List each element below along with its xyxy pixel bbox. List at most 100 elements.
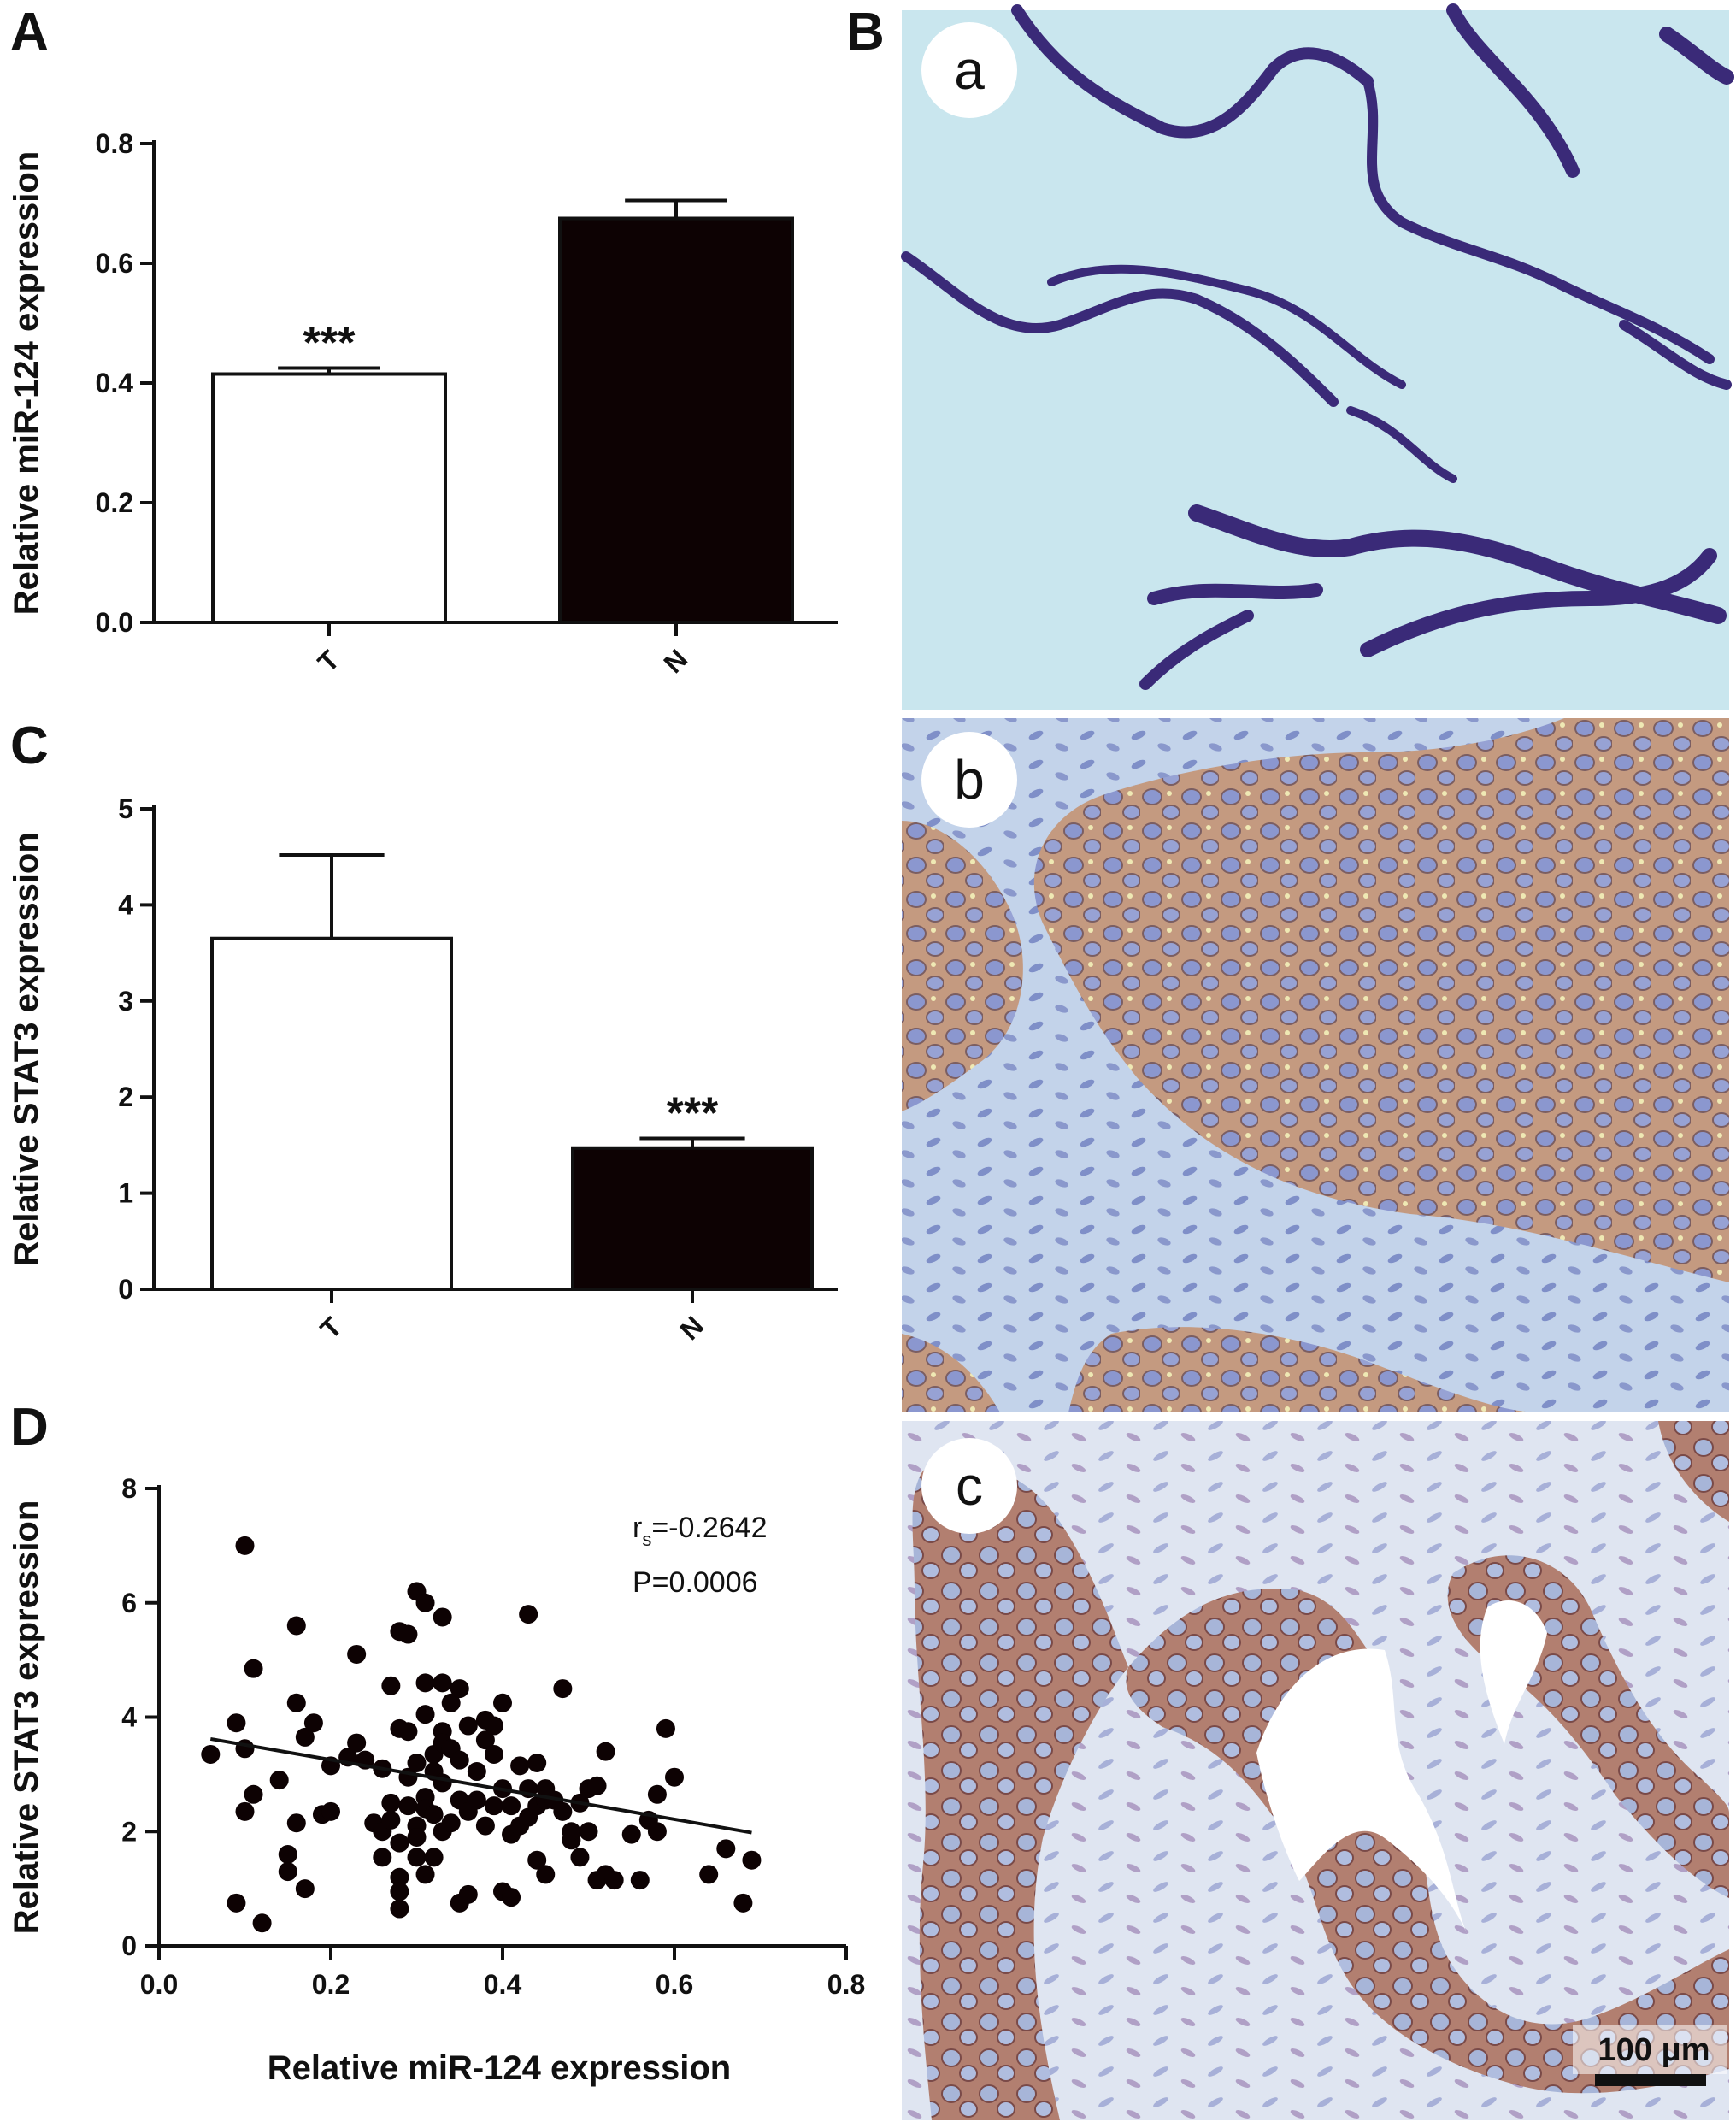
scatter-point	[407, 1848, 427, 1867]
scatter-point	[390, 1833, 409, 1853]
x-tick-label: T	[312, 644, 346, 678]
micrograph-b: b	[902, 718, 1729, 1412]
y-tick-label: 0	[118, 1274, 133, 1305]
bar-n	[558, 216, 794, 624]
micrograph-c-label-circle	[921, 1438, 1017, 1534]
micrograph-b-tumor-lower	[1068, 1327, 1539, 1412]
correlation-subscript: s	[642, 1529, 651, 1550]
correlation-value: =-0.2642	[651, 1512, 767, 1544]
scatter-point	[630, 1871, 650, 1890]
scatter-point	[295, 1879, 315, 1899]
scatter-point	[579, 1822, 598, 1842]
scatter-point	[553, 1801, 573, 1821]
scatter-point	[484, 1716, 503, 1736]
scatter-point	[415, 1593, 435, 1612]
scatter-point	[475, 1816, 495, 1836]
significance-marker: ***	[303, 319, 356, 368]
scatter-point	[415, 1705, 435, 1724]
y-tick-label: 4	[121, 1702, 137, 1733]
y-tick-label: 5	[118, 793, 133, 824]
scatter-point	[381, 1676, 401, 1695]
scatter-point	[269, 1771, 289, 1790]
scatter-point	[493, 1693, 512, 1712]
scatter-point	[433, 1607, 452, 1627]
x-tick-label: 0.8	[827, 1969, 865, 2000]
scatter-point	[295, 1727, 315, 1747]
scale-bar-backdrop	[1573, 2025, 1727, 2074]
scatter-point	[347, 1644, 367, 1664]
bar-t	[211, 372, 447, 624]
x-tick-label: 0.6	[656, 1969, 693, 2000]
scatter-point	[527, 1754, 547, 1772]
micrograph-c-tumor-left	[912, 1464, 1128, 2120]
correlation-symbol: r	[633, 1512, 642, 1544]
y-axis-title: Relative STAT3 expression	[8, 832, 45, 1266]
scatter-point	[450, 1750, 469, 1770]
scatter-point	[286, 1616, 306, 1636]
x-tick-label: T	[315, 1311, 349, 1345]
micrograph-a-tissue-strands	[901, 3, 1734, 690]
scatter-point	[424, 1805, 444, 1824]
scatter-point	[398, 1722, 418, 1742]
scatter-point	[699, 1865, 719, 1884]
significance-marker: ***	[667, 1089, 719, 1139]
scatter-point	[278, 1862, 297, 1882]
scatter-point	[647, 1822, 667, 1842]
scatter-point	[458, 1716, 478, 1736]
micrograph-b-label-circle	[921, 732, 1017, 828]
micrograph-c-lumen	[1256, 1648, 1470, 1941]
y-tick-label: 2	[121, 1816, 137, 1847]
scale-bar-label: 100 μm	[1598, 2032, 1710, 2068]
scatter-point	[562, 1822, 581, 1842]
scatter-point	[502, 1796, 521, 1816]
micrograph-c-label: c	[956, 1455, 983, 1517]
scatter-point	[347, 1733, 367, 1753]
panel-letter-a: A	[10, 3, 49, 62]
scatter-point	[716, 1839, 736, 1859]
scatter-point	[458, 1884, 478, 1904]
scale-bar	[1595, 2074, 1706, 2086]
scatter-point	[621, 1824, 641, 1844]
x-axis-title: Relative miR-124 expression	[268, 2049, 731, 2087]
scatter-point	[381, 1810, 401, 1830]
micrograph-b-tumor-bottom-left	[902, 1334, 1000, 1412]
y-tick-label: 0.8	[96, 128, 133, 159]
micrograph-a: a	[901, 3, 1734, 710]
scatter-point	[244, 1659, 263, 1678]
micrograph-c: c 100 μm	[902, 1421, 1729, 2120]
scatter-point	[450, 1679, 469, 1699]
scatter-point	[502, 1888, 521, 1907]
y-tick-label: 0.2	[96, 487, 133, 518]
scatter-point	[647, 1784, 667, 1804]
scatter-point	[321, 1801, 340, 1821]
scatter-point	[527, 1850, 547, 1870]
scatter-point	[587, 1776, 607, 1795]
scatter-point	[441, 1693, 461, 1712]
micrograph-a-label: a	[954, 39, 985, 101]
scatter-point	[252, 1913, 272, 1933]
scatter-point	[235, 1536, 255, 1555]
y-tick-label: 0.4	[96, 368, 134, 398]
micrograph-a-label-circle	[921, 22, 1017, 118]
scatter-point	[467, 1762, 486, 1782]
micrograph-b-tumor-nest	[1033, 718, 1729, 1282]
scatter-point	[407, 1754, 427, 1772]
chart-c-bar: 0 1 2 3 4 5 T *** N Relative STAT3 expression	[8, 793, 838, 1346]
y-tick-label: 0.0	[96, 607, 133, 638]
scatter-point	[510, 1756, 530, 1776]
scatter-point	[227, 1893, 246, 1913]
y-tick-label: 4	[118, 889, 133, 920]
x-tick-label: 0.0	[140, 1969, 178, 2000]
micrograph-b-tumor-left	[902, 821, 1023, 1111]
scatter-point	[303, 1713, 323, 1733]
y-axis-title: Relative miR-124 expression	[8, 151, 45, 615]
panel-letter-d: D	[10, 1398, 49, 1457]
scatter-point	[390, 1899, 409, 1919]
y-tick-label: 0	[121, 1931, 137, 1961]
scatter-point	[536, 1865, 556, 1884]
y-tick-label: 6	[121, 1588, 137, 1618]
x-tick-label: 0.4	[484, 1969, 522, 2000]
y-tick-label: 8	[121, 1473, 137, 1504]
micrograph-c-tumor-top-right	[1658, 1421, 1729, 1522]
